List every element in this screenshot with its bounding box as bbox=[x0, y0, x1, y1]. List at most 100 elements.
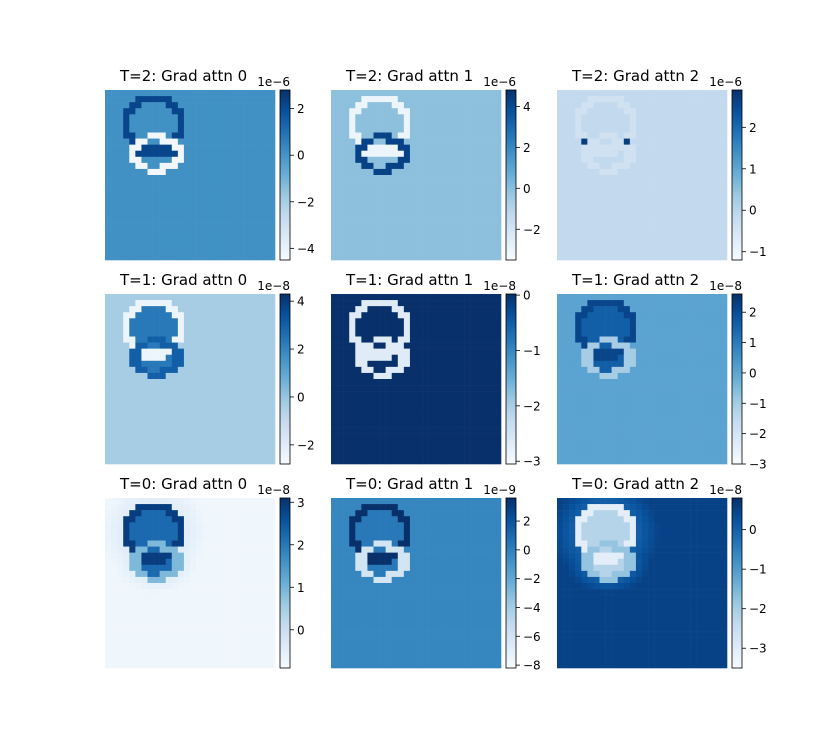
heatmap-cell bbox=[575, 199, 582, 206]
heatmap-cell bbox=[409, 144, 417, 152]
heatmap-cell bbox=[238, 312, 245, 319]
heatmap-cell bbox=[422, 403, 429, 410]
heatmap-cell bbox=[361, 138, 368, 145]
heatmap-cell bbox=[111, 516, 118, 523]
heatmap-cell bbox=[416, 162, 423, 170]
heatmap-cell bbox=[476, 372, 484, 380]
heatmap-cell bbox=[196, 348, 203, 356]
heatmap-cell bbox=[581, 138, 588, 145]
heatmap-cell bbox=[123, 144, 130, 152]
heatmap-cell bbox=[635, 199, 643, 206]
heatmap-cell bbox=[135, 223, 142, 230]
heatmap-cell bbox=[416, 372, 423, 380]
heatmap-panel-4: T=1: Grad attn 10−1−2−31e−8 bbox=[331, 271, 541, 469]
heatmap-cell bbox=[153, 336, 160, 343]
heatmap-cell bbox=[183, 354, 191, 362]
heatmap-cell bbox=[244, 330, 252, 337]
heatmap-cell bbox=[141, 534, 148, 541]
heatmap-cell bbox=[391, 360, 399, 368]
heatmap-cell bbox=[611, 294, 619, 301]
heatmap-cell bbox=[666, 324, 673, 331]
heatmap-cell bbox=[714, 433, 722, 441]
heatmap-cell bbox=[476, 108, 484, 115]
heatmap-cell bbox=[702, 397, 710, 404]
heatmap-cell bbox=[226, 294, 233, 301]
heatmap-cell bbox=[117, 181, 124, 188]
heatmap-cell bbox=[569, 300, 576, 307]
heatmap-cell bbox=[397, 102, 405, 109]
heatmap-cell bbox=[105, 348, 112, 356]
heatmap-cell bbox=[708, 253, 716, 261]
heatmap-cell bbox=[379, 229, 386, 237]
heatmap-cell bbox=[635, 108, 643, 115]
heatmap-cell bbox=[440, 360, 447, 368]
heatmap-cell bbox=[720, 90, 728, 97]
heatmap-cell bbox=[593, 132, 600, 139]
heatmap-cell bbox=[256, 193, 264, 200]
heatmap-cell bbox=[177, 217, 185, 224]
heatmap-cell bbox=[440, 114, 447, 121]
heatmap-cell bbox=[153, 144, 160, 152]
heatmap-cell bbox=[244, 144, 252, 152]
heatmap-cell bbox=[452, 120, 459, 127]
heatmap-cell bbox=[129, 205, 136, 212]
heatmap-cell bbox=[135, 306, 142, 313]
heatmap-cell bbox=[581, 132, 588, 139]
heatmap-cell bbox=[135, 391, 142, 398]
heatmap-cell bbox=[569, 132, 576, 139]
heatmap-cell bbox=[226, 120, 233, 127]
heatmap-cell bbox=[105, 114, 112, 121]
heatmap-cell bbox=[416, 451, 423, 459]
heatmap-cell bbox=[464, 229, 471, 237]
heatmap-cell bbox=[111, 162, 118, 170]
panel-title: T=2: Grad attn 0 bbox=[119, 67, 247, 85]
heatmap-cell bbox=[476, 120, 484, 127]
heatmap-cell bbox=[355, 199, 362, 206]
heatmap-cell bbox=[337, 336, 344, 343]
heatmap-cell bbox=[244, 156, 252, 164]
heatmap-cell bbox=[696, 120, 704, 127]
heatmap-cell bbox=[397, 144, 405, 152]
heatmap-cell bbox=[488, 247, 496, 255]
heatmap-cell bbox=[458, 223, 465, 230]
heatmap-cell bbox=[111, 330, 118, 337]
heatmap-cell bbox=[361, 354, 368, 362]
heatmap-cell bbox=[367, 108, 374, 115]
heatmap-cell bbox=[654, 427, 661, 434]
heatmap-cell bbox=[165, 498, 173, 505]
heatmap-cell bbox=[575, 433, 582, 441]
heatmap-cell bbox=[111, 528, 118, 535]
heatmap-cell bbox=[391, 126, 399, 133]
heatmap-cell bbox=[349, 217, 356, 224]
heatmap-cell bbox=[416, 156, 423, 164]
heatmap-cell bbox=[464, 162, 471, 170]
heatmap-cell bbox=[587, 229, 594, 237]
heatmap-cell bbox=[575, 324, 582, 331]
heatmap-cell bbox=[141, 457, 148, 465]
heatmap-cell bbox=[403, 330, 411, 337]
heatmap-cell bbox=[428, 348, 435, 356]
heatmap-cell bbox=[714, 385, 722, 392]
heatmap-cell bbox=[599, 247, 606, 255]
heatmap-cell bbox=[183, 415, 191, 422]
heatmap-cell bbox=[690, 342, 697, 349]
heatmap-cell bbox=[464, 150, 471, 158]
heatmap-cell bbox=[183, 96, 191, 103]
heatmap-cell bbox=[599, 132, 606, 139]
heatmap-cell bbox=[629, 294, 637, 301]
heatmap-cell bbox=[177, 318, 185, 325]
heatmap-cell bbox=[488, 379, 496, 386]
heatmap-cell bbox=[660, 223, 667, 230]
heatmap-cell bbox=[470, 241, 478, 249]
heatmap-cell bbox=[355, 235, 362, 243]
heatmap-cell bbox=[563, 205, 570, 212]
heatmap-cell bbox=[135, 421, 142, 428]
heatmap-cell bbox=[391, 144, 399, 152]
heatmap-cell bbox=[403, 294, 411, 301]
heatmap-cell bbox=[470, 114, 478, 121]
heatmap-cell bbox=[196, 175, 203, 182]
heatmap-cell bbox=[409, 421, 417, 428]
heatmap-cell bbox=[337, 300, 344, 307]
heatmap-cell bbox=[617, 205, 625, 212]
heatmap-cell bbox=[642, 247, 649, 255]
